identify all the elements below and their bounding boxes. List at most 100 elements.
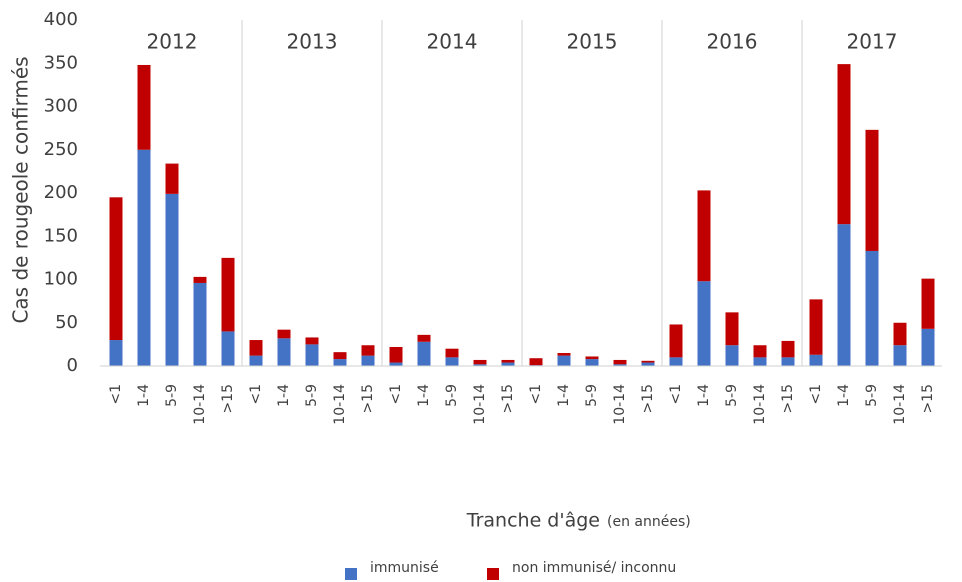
bar-segment [165, 193, 179, 366]
x-tick-label: >15 [780, 384, 796, 414]
x-tick-label: <1 [388, 384, 404, 405]
x-axis-label: Tranche d'âge [466, 510, 600, 532]
bar-segment [585, 359, 599, 366]
bar-segment [921, 278, 935, 329]
x-tick-label: 5-9 [724, 384, 740, 407]
bar-segment [249, 340, 263, 356]
bar-segment [669, 357, 683, 366]
bar-segment [473, 364, 487, 366]
x-tick-label: 10-14 [192, 384, 208, 425]
x-tick-label: 10-14 [472, 384, 488, 425]
x-tick-label: 1-4 [416, 384, 432, 407]
bar-segment [193, 276, 207, 283]
bar-segment [165, 163, 179, 194]
bar-segment [417, 341, 431, 366]
x-tick-label: 10-14 [892, 384, 908, 425]
bar-segment [697, 281, 711, 366]
bar-segment [585, 356, 599, 360]
x-tick-label: >15 [360, 384, 376, 414]
x-tick-label: 5-9 [164, 384, 180, 407]
bar-segment [249, 355, 263, 366]
y-tick-label: 100 [44, 269, 78, 290]
x-tick-label: 1-4 [276, 384, 292, 407]
bar-segment [613, 364, 627, 366]
bar-segment [557, 355, 571, 366]
bar-segment [277, 338, 291, 366]
group-label: 2015 [567, 30, 618, 54]
bar-segment [753, 357, 767, 366]
y-tick-label: 250 [44, 139, 78, 160]
y-tick-label: 350 [44, 52, 78, 73]
bar-segment [641, 362, 655, 366]
bar-segment [865, 250, 879, 366]
bar-segment [781, 340, 795, 358]
bar-segment [921, 328, 935, 366]
bar-segment [613, 359, 627, 365]
bar-segment [333, 359, 347, 366]
x-tick-label: >15 [220, 384, 236, 414]
x-tick-label: <1 [528, 384, 544, 405]
bar-segment [305, 344, 319, 366]
x-tick-label: >15 [640, 384, 656, 414]
bar-segment [305, 337, 319, 345]
legend-label: immunisé [370, 560, 439, 576]
bar-segment [361, 355, 375, 366]
legend-swatch [487, 568, 499, 580]
bar-segment [557, 353, 571, 356]
bar-segment [837, 64, 851, 225]
y-tick-label: 400 [44, 9, 78, 30]
bar-segment [445, 357, 459, 366]
bar-segment [109, 340, 123, 366]
x-tick-label: 1-4 [836, 384, 852, 407]
x-tick-label: 10-14 [752, 384, 768, 425]
x-tick-label: <1 [108, 384, 124, 405]
y-tick-label: 50 [55, 312, 78, 333]
bar-segment [501, 359, 515, 363]
bar-segment [725, 312, 739, 346]
x-tick-label: >15 [500, 384, 516, 414]
x-tick-label: 5-9 [444, 384, 460, 407]
bar-segment [529, 358, 543, 366]
y-axis-label: Cas de rougeole confirmés [9, 56, 33, 323]
bar-segment [221, 331, 235, 366]
x-tick-label: 1-4 [556, 384, 572, 407]
bar-segment [445, 348, 459, 358]
bar-segment [753, 345, 767, 358]
group-label: 2012 [147, 30, 198, 54]
bar-segment [697, 190, 711, 282]
x-tick-label: 10-14 [612, 384, 628, 425]
bar-segment [893, 345, 907, 366]
bar-segment [137, 149, 151, 366]
bar-segment [277, 329, 291, 339]
y-tick-label: 300 [44, 96, 78, 117]
bar-segment [137, 64, 151, 150]
x-tick-label: <1 [808, 384, 824, 405]
y-tick-label: 0 [67, 355, 78, 376]
x-tick-label: 1-4 [696, 384, 712, 407]
x-tick-label: <1 [248, 384, 264, 405]
group-label: 2017 [847, 30, 898, 54]
bar-segment [641, 360, 655, 363]
group-label: 2016 [707, 30, 758, 54]
group-label: 2013 [287, 30, 338, 54]
bar-segment [837, 224, 851, 366]
bar-segment [389, 346, 403, 363]
bar-segment [669, 324, 683, 358]
y-tick-label: 200 [44, 182, 78, 203]
bar-segment [501, 362, 515, 366]
x-tick-label: 1-4 [136, 384, 152, 407]
bar-segment [473, 359, 487, 365]
x-tick-label: <1 [668, 384, 684, 405]
x-tick-label: >15 [920, 384, 936, 414]
bar-segment [221, 257, 235, 332]
bar-segment [809, 354, 823, 366]
x-axis-label-note: (en années) [607, 514, 691, 530]
group-label: 2014 [427, 30, 478, 54]
bar-segment [389, 362, 403, 366]
bar-segment [865, 129, 879, 251]
bar-segment [361, 345, 375, 356]
bar-segment [781, 357, 795, 366]
bar-segment [809, 299, 823, 355]
bar-segment [893, 322, 907, 346]
